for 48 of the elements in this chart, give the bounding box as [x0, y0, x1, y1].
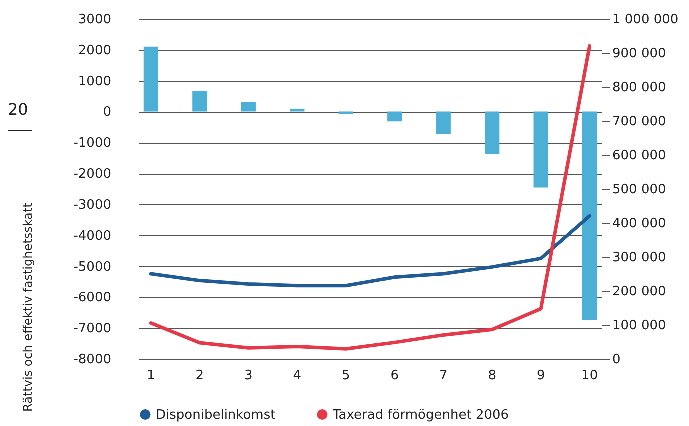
y2-tick-label: 0: [612, 352, 621, 368]
bar: [485, 112, 500, 154]
y-tick-label: -1000: [74, 136, 112, 152]
bar: [241, 102, 256, 112]
x-tick-label: 9: [536, 368, 546, 384]
line-series: [149, 214, 592, 288]
y-tick-label: -7000: [74, 322, 112, 337]
y-tick-label: 3000: [78, 12, 112, 28]
bar: [534, 112, 548, 188]
y-tick-label: -4000: [74, 228, 112, 244]
legend-label: Taxerad förmögenhet 2006: [332, 408, 510, 423]
y2-tick-label: 1 000 000: [612, 12, 679, 28]
y2-tick-label: 900 000: [612, 46, 666, 62]
y2-tick-label: 600 000: [612, 148, 666, 164]
x-tick-label: 2: [196, 368, 204, 384]
y2-tick-label: 500 000: [612, 182, 666, 198]
x-tick-label: 8: [488, 368, 496, 384]
y-tick-label: -3000: [74, 198, 112, 213]
legend-label: Disponibelinkomst: [156, 408, 276, 423]
line-series: [149, 44, 592, 351]
y2-tick-label: 100 000: [612, 318, 666, 334]
x-tick-label: 10: [582, 368, 598, 384]
bar: [192, 91, 208, 112]
y2-tick-label: 300 000: [612, 250, 666, 266]
y2-tick-label: 700 000: [612, 114, 666, 130]
y-tick-label: -8000: [74, 352, 112, 368]
x-tick-label: 1: [147, 368, 156, 384]
bar: [388, 112, 402, 122]
bar: [144, 46, 158, 112]
y2-tick-label: 800 000: [612, 80, 666, 96]
text: 20: [8, 100, 28, 119]
y-tick-label: -6000: [74, 290, 112, 306]
bar: [338, 112, 354, 115]
y2-tick-label: 400 000: [612, 216, 666, 232]
bar: [436, 112, 451, 134]
x-tick-label: 4: [293, 368, 302, 384]
x-tick-label: 6: [390, 368, 400, 384]
y-tick-label: -5000: [74, 260, 112, 275]
bar: [582, 112, 598, 320]
x-tick-label: 5: [342, 368, 350, 384]
y-tick-label: 2000: [78, 43, 112, 58]
y-tick-label: -2000: [74, 167, 112, 182]
y-tick-label: 0: [103, 105, 112, 120]
x-tick-label: 3: [244, 368, 253, 384]
x-tick-label: 7: [439, 368, 448, 384]
text: Rättvis och effektiv fastighetsskatt: [21, 203, 35, 412]
y2-tick-label: 200 000: [612, 284, 666, 300]
y-tick-label: 1000: [78, 74, 112, 90]
